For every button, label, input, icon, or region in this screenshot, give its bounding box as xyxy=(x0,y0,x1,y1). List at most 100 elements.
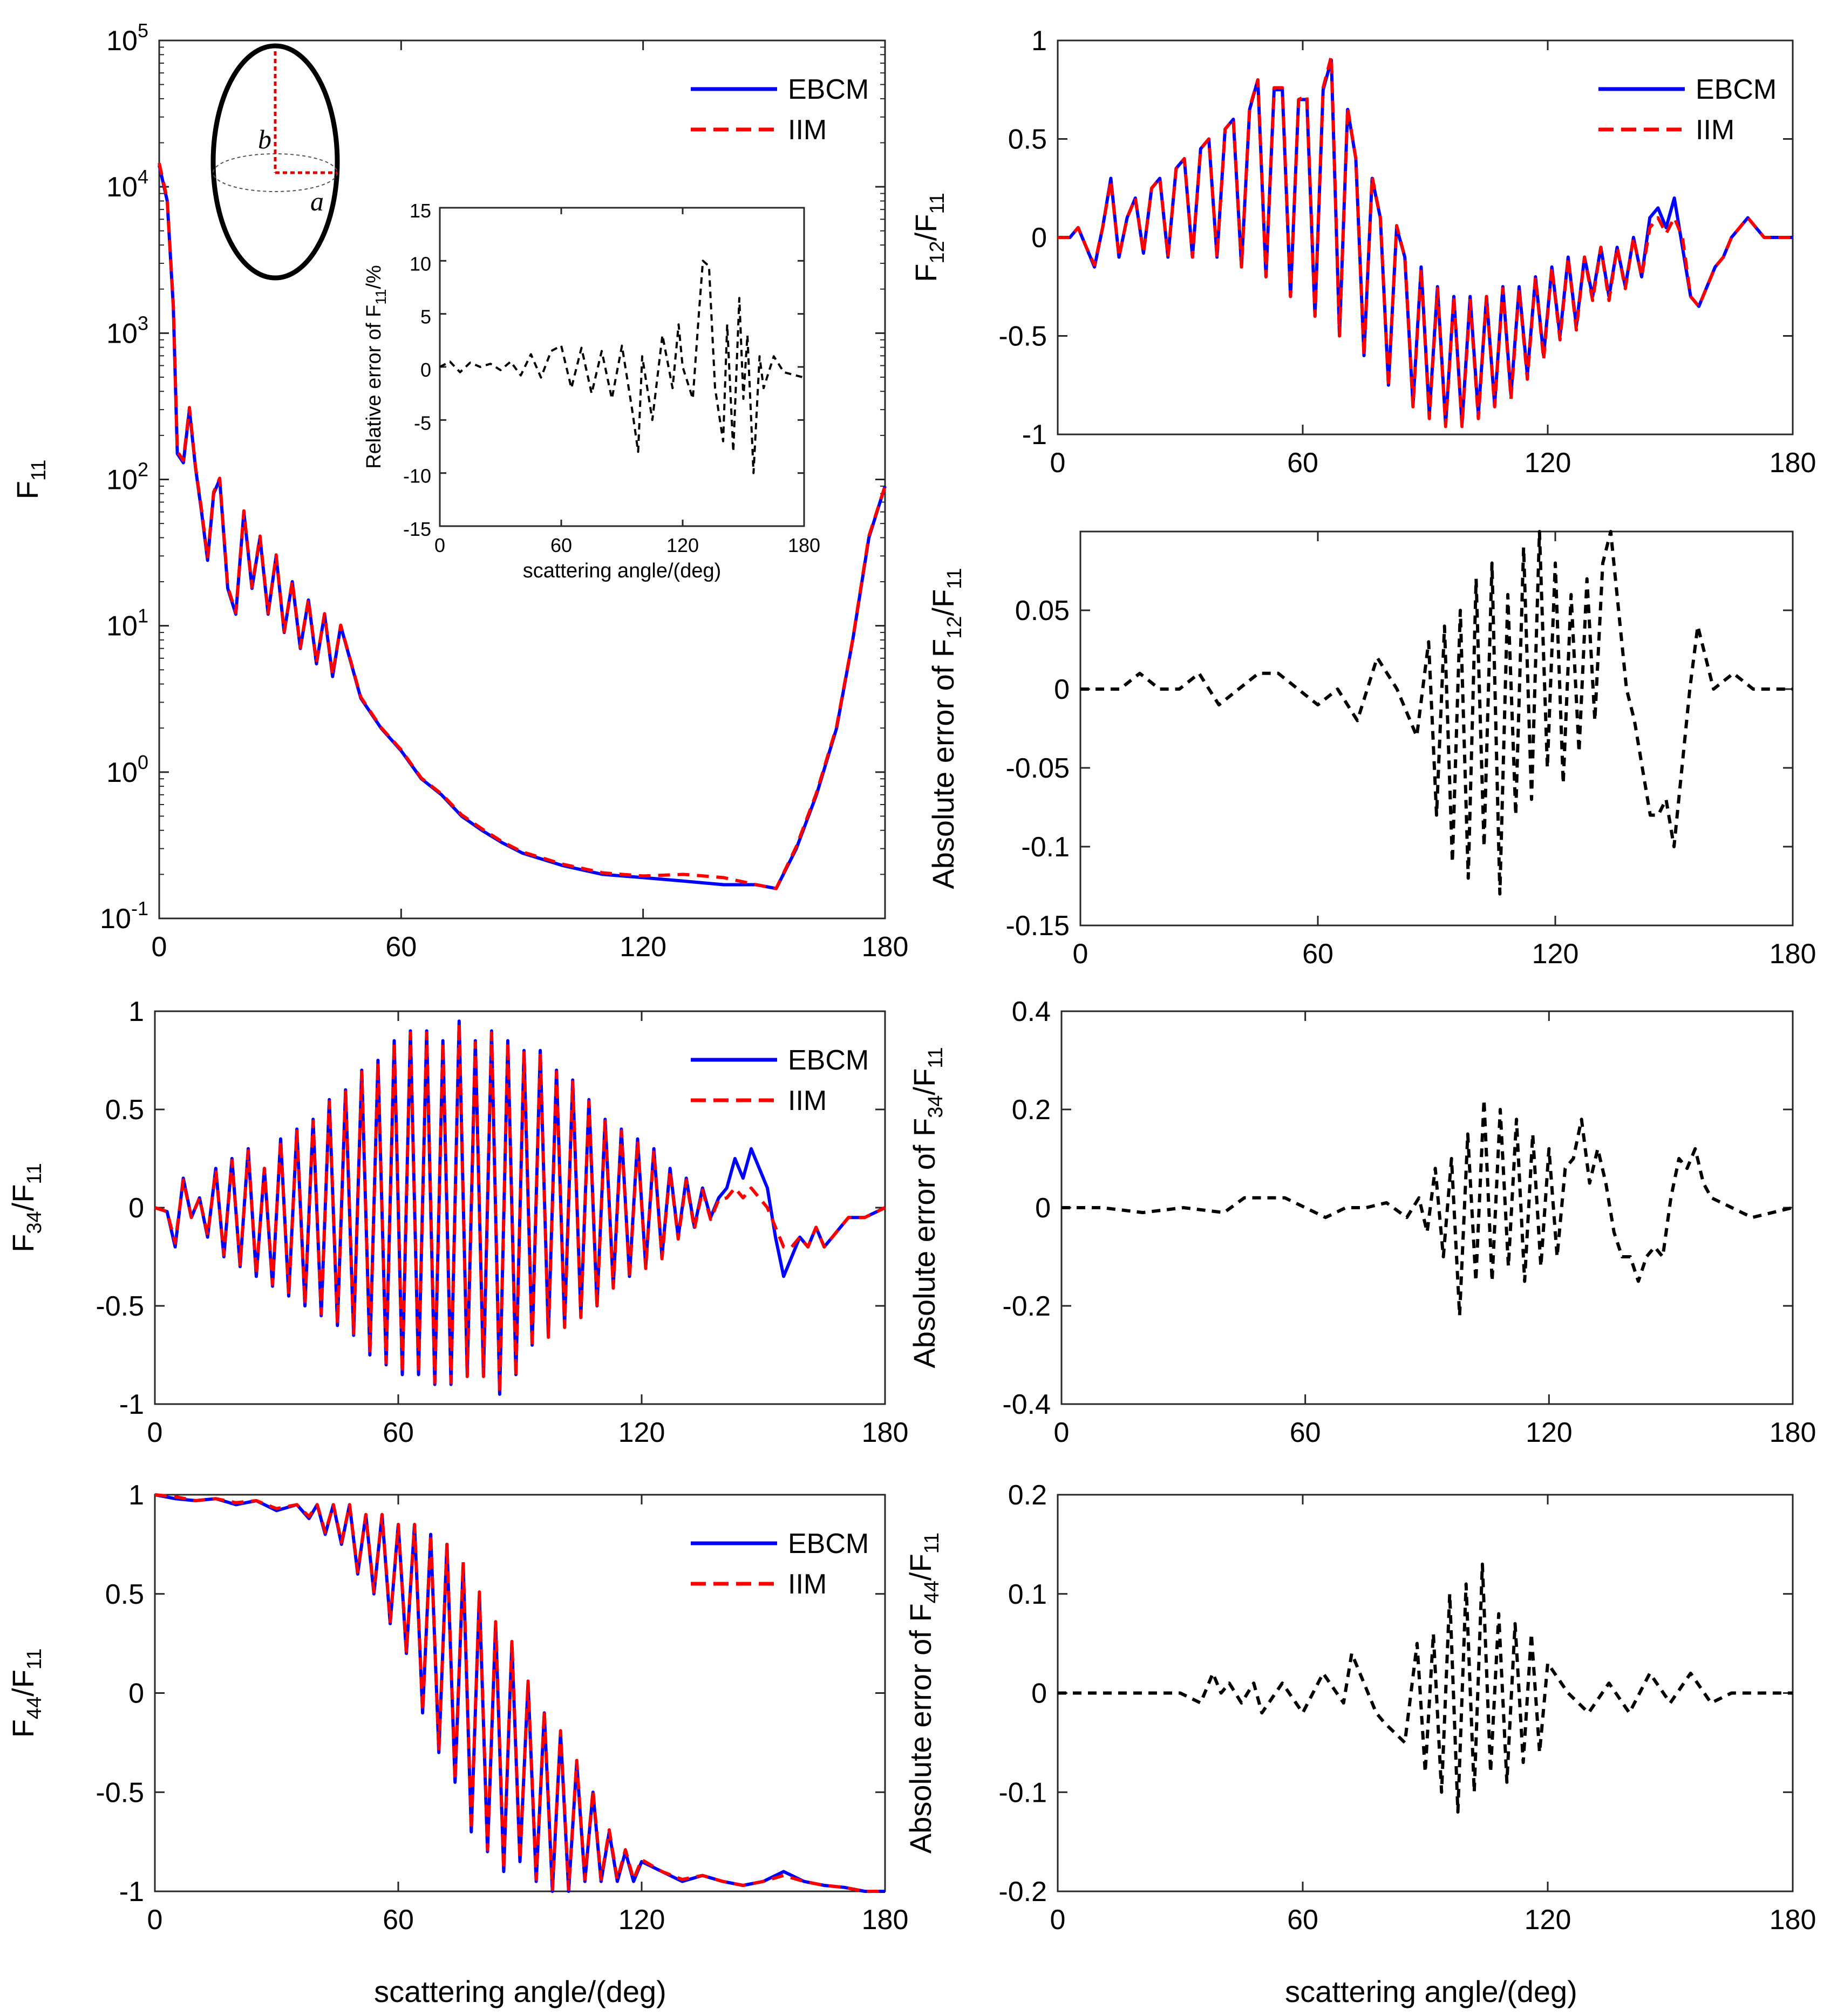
f34-ytick-label: -1 xyxy=(119,1389,144,1420)
f11-ylabel-main: F xyxy=(10,481,44,499)
f11-ylabel-sub: 11 xyxy=(28,460,50,481)
f12-error-xtick-label: 120 xyxy=(1532,938,1579,970)
f34-ylabel-sub: 34 xyxy=(23,1211,46,1234)
f34-ytick-label: 1 xyxy=(128,996,144,1027)
f11-series-iim xyxy=(158,162,887,890)
f44-error-ytick-label: 0 xyxy=(1031,1678,1047,1709)
f44-ytick-label: -1 xyxy=(119,1876,144,1908)
f11-xtick-label: 60 xyxy=(385,931,417,963)
f11-ytick-exp: 4 xyxy=(138,166,148,188)
xlabel-right: scattering angle/(deg) xyxy=(1285,1974,1577,2008)
f12-error-ytick-label: -0.15 xyxy=(1005,910,1070,942)
f12-series-iim xyxy=(1058,55,1793,428)
f12-error-ytick-label: 0.05 xyxy=(1015,595,1070,626)
f34-xtick-label: 120 xyxy=(618,1417,665,1448)
f34-legend-iim-label: IIM xyxy=(788,1085,827,1116)
f11-ytick-label: 103 xyxy=(106,312,148,349)
f11-ytick-exp: 2 xyxy=(138,459,148,481)
f34-legend-ebcm-label: EBCM xyxy=(788,1045,869,1076)
f12-ylabel: F12/F11 xyxy=(909,193,949,282)
f12-ylabel-sub2: 11 xyxy=(926,193,949,214)
inset-ylabel-sub: 11 xyxy=(372,289,389,305)
f11-ytick-exp: -1 xyxy=(131,897,148,920)
ellipsoid-diagram: ba xyxy=(210,43,340,281)
f11-ytick-exp: 3 xyxy=(138,312,148,334)
f11-ytick-base: 10 xyxy=(106,172,138,203)
inset-ytick-label: 0 xyxy=(420,359,431,381)
f34-ytick-label: 0 xyxy=(128,1193,144,1224)
f12-error-frame xyxy=(1079,530,1794,927)
f44-xtick-label: 0 xyxy=(147,1904,163,1936)
f12-ylabel-main2: /F xyxy=(909,214,943,241)
f34-error-series-error xyxy=(1062,1098,1793,1318)
f11-ytick-base: 10 xyxy=(106,25,138,57)
f44-ylabel-main: F xyxy=(6,1719,40,1738)
panel-f12: 0 60 120 180 1 0.5 0 -0.5 -1 F12/F11 EBCM IIM xyxy=(909,25,1816,479)
f12-xtick-label: 120 xyxy=(1525,447,1571,479)
f12-error-ylabel-main: Absolute error of F xyxy=(926,639,960,889)
f11-ytick-exp: 0 xyxy=(138,751,148,773)
inset-ylabel-main: Relative error of F xyxy=(363,305,385,469)
f12-error-xtick-label: 60 xyxy=(1302,938,1333,970)
f12-ytick-label: 1 xyxy=(1031,25,1047,57)
f11-ytick-label: 10-1 xyxy=(100,897,148,935)
inset-xtick-label: 180 xyxy=(788,534,820,556)
f34-error-ylabel-sub2: 11 xyxy=(924,1047,947,1068)
inset-xtick-label: 0 xyxy=(434,534,445,556)
inset-ytick-label: 5 xyxy=(420,306,431,328)
panel-f11: 0 60 120 18010-1100101102103104105F11EBCMII… xyxy=(10,19,908,963)
f12-legend-iim-label: IIM xyxy=(1696,114,1734,146)
panel-f44: 0 60 120 180 1 0.5 0 -0.5 -1 F44/F11 EBCM IIM xyxy=(6,1480,908,1936)
f44-ylabel-sub2: 11 xyxy=(23,1649,46,1670)
inset-ytick-label: -15 xyxy=(403,518,431,540)
f12-error-ytick-label: -0.05 xyxy=(1005,753,1070,784)
inset-frame xyxy=(439,207,805,527)
inset-ylabel-tail: /% xyxy=(363,265,385,289)
f34-ylabel: F34/F11 xyxy=(6,1163,46,1252)
f12-error-ylabel-main2: /F xyxy=(926,589,960,616)
f44-ytick-label: -0.5 xyxy=(96,1777,144,1808)
f34-ylabel-sub2: 11 xyxy=(23,1163,46,1184)
inset-ytick-label: 15 xyxy=(410,200,431,222)
inset-ylabel: Relative error of F11/% xyxy=(363,265,389,469)
f11-xtick-label: 120 xyxy=(620,931,666,963)
inset-ytick-label: -5 xyxy=(414,412,431,434)
xlabel-left: scattering angle/(deg) xyxy=(374,1974,666,2008)
f12-error-ytick-label: -0.1 xyxy=(1021,832,1070,863)
f12-error-ytick-label: 0 xyxy=(1054,674,1070,705)
panel-f12-error: 0 60 120 180 0.05 0 -0.05 -0.1 -0.15 Absolute err… xyxy=(926,530,1816,970)
f11-ytick-base: 10 xyxy=(100,903,131,935)
f34-error-ylabel-main2: /F xyxy=(907,1068,941,1095)
panel-f44-error: 0 60 120 180 0.2 0.1 0 -0.1 -0.2 Absolute error o… xyxy=(903,1480,1816,1936)
f44-error-ylabel-main: Absolute error of F xyxy=(903,1603,937,1854)
f44-series-iim xyxy=(154,1493,885,1893)
f34-error-ytick-label: 0.2 xyxy=(1012,1094,1051,1126)
inset-relative-error: 0 60 120 180 15 10 5 0 -5 -10 -15 scattering angle/… xyxy=(363,200,820,582)
f34-error-xtick-label: 60 xyxy=(1290,1417,1321,1448)
f44-error-ytick-label: -0.2 xyxy=(998,1876,1047,1908)
f44-error-ylabel-sub2: 11 xyxy=(921,1533,943,1554)
f34-xtick-label: 180 xyxy=(862,1417,909,1448)
f11-legend-iim-label: IIM xyxy=(788,114,827,146)
f34-error-xtick-label: 180 xyxy=(1770,1417,1816,1448)
f44-xtick-label: 120 xyxy=(618,1904,665,1936)
f34-ytick-label: -0.5 xyxy=(96,1291,144,1322)
f11-ylabel: F11 xyxy=(10,460,50,500)
f44-error-ylabel-main2: /F xyxy=(903,1554,937,1581)
f11-ytick-label: 100 xyxy=(106,751,148,788)
f34-xtick-label: 60 xyxy=(383,1417,414,1448)
f12-xtick-label: 60 xyxy=(1287,447,1318,479)
f44-error-xtick-label: 180 xyxy=(1770,1904,1816,1936)
f44-error-ytick-label: 0.1 xyxy=(1008,1579,1047,1610)
inset-ytick-label: 10 xyxy=(410,253,431,275)
f44-xtick-label: 60 xyxy=(383,1904,414,1936)
f11-ytick-base: 10 xyxy=(106,611,138,642)
f11-ytick-base: 10 xyxy=(106,318,138,349)
f44-ylabel-sub: 44 xyxy=(23,1697,46,1719)
f34-error-ylabel-main: Absolute error of F xyxy=(907,1118,941,1368)
f44-legend-ebcm-label: EBCM xyxy=(788,1528,869,1559)
f34-xtick-label: 0 xyxy=(147,1417,163,1448)
f34-error-ytick-label: 0 xyxy=(1035,1193,1051,1224)
f44-xtick-label: 180 xyxy=(862,1904,909,1936)
